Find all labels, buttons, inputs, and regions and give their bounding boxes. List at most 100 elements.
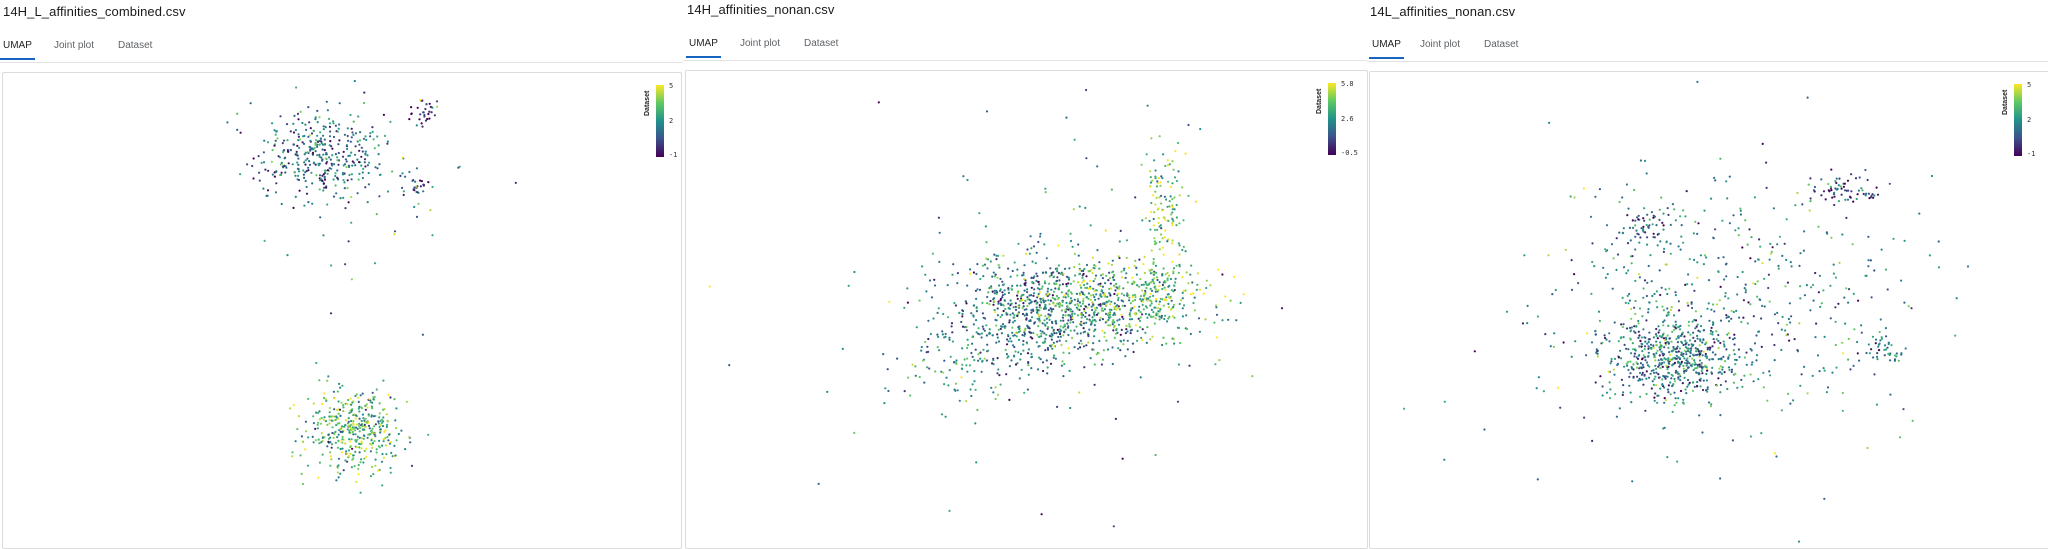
tab-joint-plot[interactable]: Joint plot bbox=[54, 40, 95, 51]
scatter-point bbox=[1721, 219, 1724, 222]
scatter-point bbox=[1654, 364, 1657, 367]
tab-umap[interactable]: UMAP bbox=[1369, 35, 1404, 59]
tab-joint-plot[interactable]: Joint plot bbox=[1420, 39, 1461, 50]
scatter-point bbox=[1083, 366, 1086, 369]
scatter-point bbox=[1682, 343, 1685, 347]
scatter-point bbox=[1628, 375, 1631, 378]
scatter-point bbox=[1711, 366, 1714, 369]
scatter-point bbox=[389, 471, 392, 474]
scatter-point bbox=[1166, 205, 1169, 208]
scatter-point bbox=[1676, 460, 1679, 463]
tab-umap[interactable]: UMAP bbox=[686, 34, 721, 58]
scatter-point bbox=[377, 420, 380, 423]
scatter-point bbox=[979, 277, 982, 281]
scatter-point bbox=[1638, 273, 1641, 276]
scatter-point bbox=[1672, 328, 1676, 331]
tab-dataset[interactable]: Dataset bbox=[804, 38, 839, 49]
scatter-point bbox=[1638, 345, 1641, 348]
scatter-point bbox=[1044, 282, 1047, 285]
scatter-point bbox=[414, 180, 417, 183]
scatter-point bbox=[1631, 255, 1634, 258]
scatter-point bbox=[337, 159, 341, 162]
scatter-point bbox=[371, 391, 374, 394]
scatter-point bbox=[1831, 196, 1834, 199]
scatter-point bbox=[1886, 346, 1889, 349]
tab-umap[interactable]: UMAP bbox=[0, 36, 35, 60]
scatter-point bbox=[1171, 204, 1174, 207]
scatter-point bbox=[388, 433, 391, 436]
scatter-point bbox=[1664, 399, 1667, 402]
scatter-point bbox=[1757, 378, 1760, 381]
scatter-point bbox=[1044, 315, 1047, 318]
scatter-point bbox=[1930, 174, 1933, 178]
scatter-point bbox=[1083, 283, 1086, 287]
scatter-point bbox=[940, 370, 943, 373]
scatter-point bbox=[1125, 239, 1128, 242]
scatter-point bbox=[853, 431, 856, 434]
scatter-point bbox=[339, 430, 342, 433]
scatter-point bbox=[1662, 427, 1665, 430]
scatter-point bbox=[1196, 272, 1199, 275]
scatter-point bbox=[1753, 196, 1756, 199]
scatter-point bbox=[961, 325, 965, 328]
scatter-point bbox=[1703, 209, 1706, 212]
scatter-point bbox=[1080, 313, 1083, 316]
tab-dataset[interactable]: Dataset bbox=[1484, 39, 1519, 50]
scatter-point bbox=[1686, 385, 1689, 388]
scatter-point bbox=[1092, 293, 1095, 297]
scatter-point bbox=[981, 312, 984, 315]
umap-plot[interactable]: Dataset 5 2 -1 bbox=[2, 72, 682, 549]
scatter-point bbox=[1019, 352, 1022, 356]
scatter-point bbox=[1696, 337, 1699, 340]
scatter-point bbox=[1078, 292, 1081, 295]
scatter-point bbox=[1717, 339, 1720, 343]
scatter-point bbox=[1628, 326, 1632, 329]
scatter-point bbox=[364, 186, 367, 189]
scatter-point bbox=[280, 202, 283, 206]
scatter-point bbox=[925, 290, 928, 293]
umap-plot[interactable]: Dataset 5.8 2.6 -0.5 bbox=[685, 70, 1368, 549]
scatter-point bbox=[1718, 299, 1721, 302]
scatter-point bbox=[305, 430, 308, 433]
scatter-point bbox=[1691, 345, 1694, 348]
scatter-point bbox=[308, 134, 311, 137]
scatter-point bbox=[1739, 213, 1742, 216]
scatter-point bbox=[1693, 385, 1696, 388]
scatter-point bbox=[1678, 309, 1681, 312]
scatter-point bbox=[1667, 391, 1670, 394]
scatter-point bbox=[1117, 255, 1120, 258]
scatter-point bbox=[936, 346, 939, 349]
umap-plot[interactable]: Dataset 5 2 -1 bbox=[1369, 71, 2048, 549]
scatter-point bbox=[1058, 305, 1061, 308]
scatter-point bbox=[1647, 345, 1650, 348]
scatter-point bbox=[1633, 188, 1636, 192]
scatter-point bbox=[1505, 310, 1509, 313]
scatter-point bbox=[1751, 361, 1754, 364]
scatter-point bbox=[1022, 349, 1025, 352]
scatter-point bbox=[1703, 254, 1707, 257]
scatter-point bbox=[1697, 350, 1700, 353]
scatter-point bbox=[1633, 325, 1636, 328]
scatter-point bbox=[363, 161, 366, 164]
scatter-point bbox=[1062, 296, 1065, 299]
scatter-point bbox=[363, 423, 366, 426]
scatter-point bbox=[1749, 435, 1752, 438]
scatter-point bbox=[1056, 328, 1059, 331]
scatter-point bbox=[1160, 314, 1163, 317]
scatter-point bbox=[883, 402, 886, 405]
tab-dataset[interactable]: Dataset bbox=[118, 40, 153, 51]
scatter-point bbox=[1085, 157, 1088, 160]
scatter-point bbox=[1570, 259, 1573, 262]
scatter-point bbox=[1658, 362, 1661, 365]
scatter-point bbox=[1068, 302, 1072, 305]
scatter-point bbox=[1645, 172, 1648, 175]
scatter-point bbox=[1127, 294, 1130, 297]
scatter-point bbox=[1602, 266, 1605, 269]
scatter-point bbox=[1034, 262, 1037, 265]
scatter-point bbox=[1903, 301, 1906, 304]
colorbar bbox=[656, 85, 664, 157]
tab-joint-plot[interactable]: Joint plot bbox=[740, 38, 781, 49]
scatter-point bbox=[345, 144, 348, 147]
scatter-point bbox=[1854, 177, 1858, 180]
scatter-point bbox=[321, 159, 324, 162]
